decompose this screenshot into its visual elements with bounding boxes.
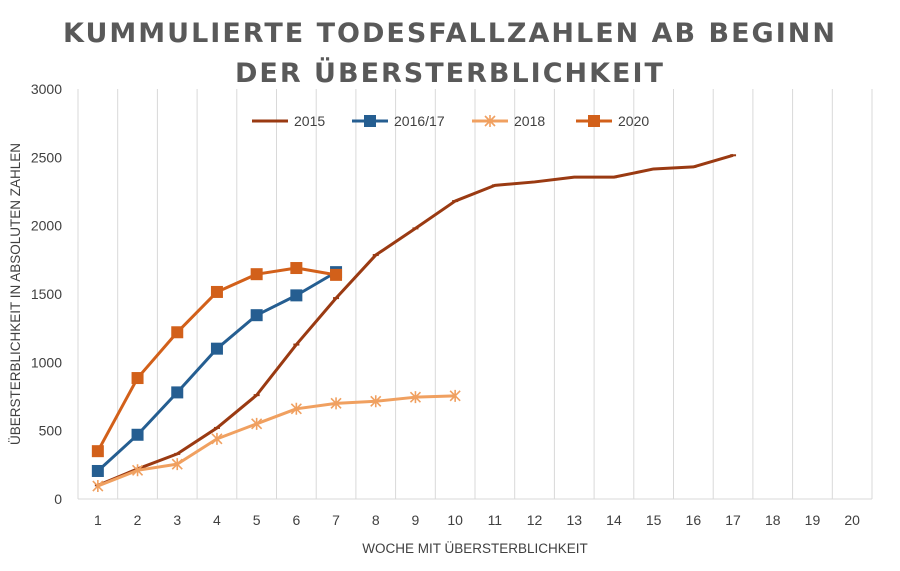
data-point [250, 268, 263, 281]
legend-marker [484, 115, 496, 127]
y-tick-label: 1500 [31, 286, 62, 302]
series-2016-17 [91, 266, 343, 477]
x-tick-label: 8 [372, 512, 380, 528]
data-point [91, 445, 104, 458]
x-tick-label: 17 [725, 512, 741, 528]
data-point [290, 262, 303, 275]
y-axis-ticks: 0 500 1000 1500 2000 2500 3000 [31, 81, 62, 507]
chart-title-line-2: DER ÜBERSTERBLICHKEIT [235, 56, 665, 89]
y-tick-label: 0 [54, 491, 62, 507]
y-tick-label: 2000 [31, 218, 62, 234]
y-tick-label: 3000 [31, 81, 62, 97]
data-point [131, 428, 144, 441]
x-tick-label: 16 [686, 512, 702, 528]
data-point [409, 391, 422, 404]
legend-marker [588, 115, 600, 127]
x-tick-label: 4 [213, 512, 221, 528]
x-tick-label: 10 [447, 512, 463, 528]
series-line [97, 394, 456, 488]
chart-title-line-1: KUMMULIERTE TODESFALLZAHLEN AB BEGINN [63, 18, 837, 49]
data-point [171, 386, 184, 399]
data-point [330, 268, 343, 281]
x-axis-label: WOCHE MIT ÜBERSTERBLICHKEIT [362, 541, 588, 556]
y-tick-label: 1000 [31, 354, 62, 370]
x-tick-label: 20 [844, 512, 860, 528]
x-tick-label: 14 [606, 512, 622, 528]
x-tick-label: 11 [488, 512, 503, 528]
x-tick-label: 1 [94, 512, 102, 528]
data-point [290, 289, 303, 302]
data-point [210, 285, 223, 298]
x-tick-label: 13 [566, 512, 582, 528]
legend-label: 2018 [514, 113, 545, 129]
data-point [171, 326, 184, 339]
data-point [131, 372, 144, 385]
legend-label: 2015 [294, 113, 325, 129]
data-point [211, 432, 223, 445]
data-point [210, 342, 223, 355]
x-tick-label: 5 [253, 512, 261, 528]
gridlines [77, 89, 873, 500]
series-2018 [92, 389, 461, 493]
y-tick-label: 500 [39, 423, 63, 439]
data-point [171, 458, 183, 471]
data-point [251, 417, 263, 430]
x-tick-label: 19 [805, 512, 821, 528]
data-point [131, 464, 144, 477]
data-point [290, 402, 302, 415]
legend: 2015 2016/17 2018 2020 [252, 113, 649, 129]
legend-marker [364, 115, 376, 127]
x-tick-label: 3 [173, 512, 181, 528]
series-2020 [91, 262, 343, 458]
legend-label: 2020 [618, 113, 649, 129]
series-line [97, 153, 734, 487]
x-tick-label: 7 [332, 512, 340, 528]
data-point [449, 389, 461, 402]
data-point [330, 397, 342, 410]
x-tick-label: 18 [765, 512, 781, 528]
x-tick-label: 2 [134, 512, 142, 528]
legend-label: 2016/17 [394, 113, 445, 129]
y-tick-label: 2500 [31, 149, 62, 165]
data-point [370, 395, 382, 408]
data-point [92, 480, 104, 493]
x-tick-label: 6 [292, 512, 300, 528]
x-tick-label: 12 [527, 512, 543, 528]
x-tick-label: 9 [412, 512, 420, 528]
x-axis-ticks: 1 2 3 4 5 6 7 8 9 10 11 12 13 14 15 16 17 18 19 20 [94, 512, 860, 528]
y-axis-label: ÜBERSTERBLICHKEIT IN ABSOLUTEN ZAHLEN [8, 143, 23, 445]
data-point [250, 309, 263, 322]
data-point [91, 464, 104, 477]
series-group [91, 153, 737, 493]
x-tick-label: 15 [646, 512, 662, 528]
